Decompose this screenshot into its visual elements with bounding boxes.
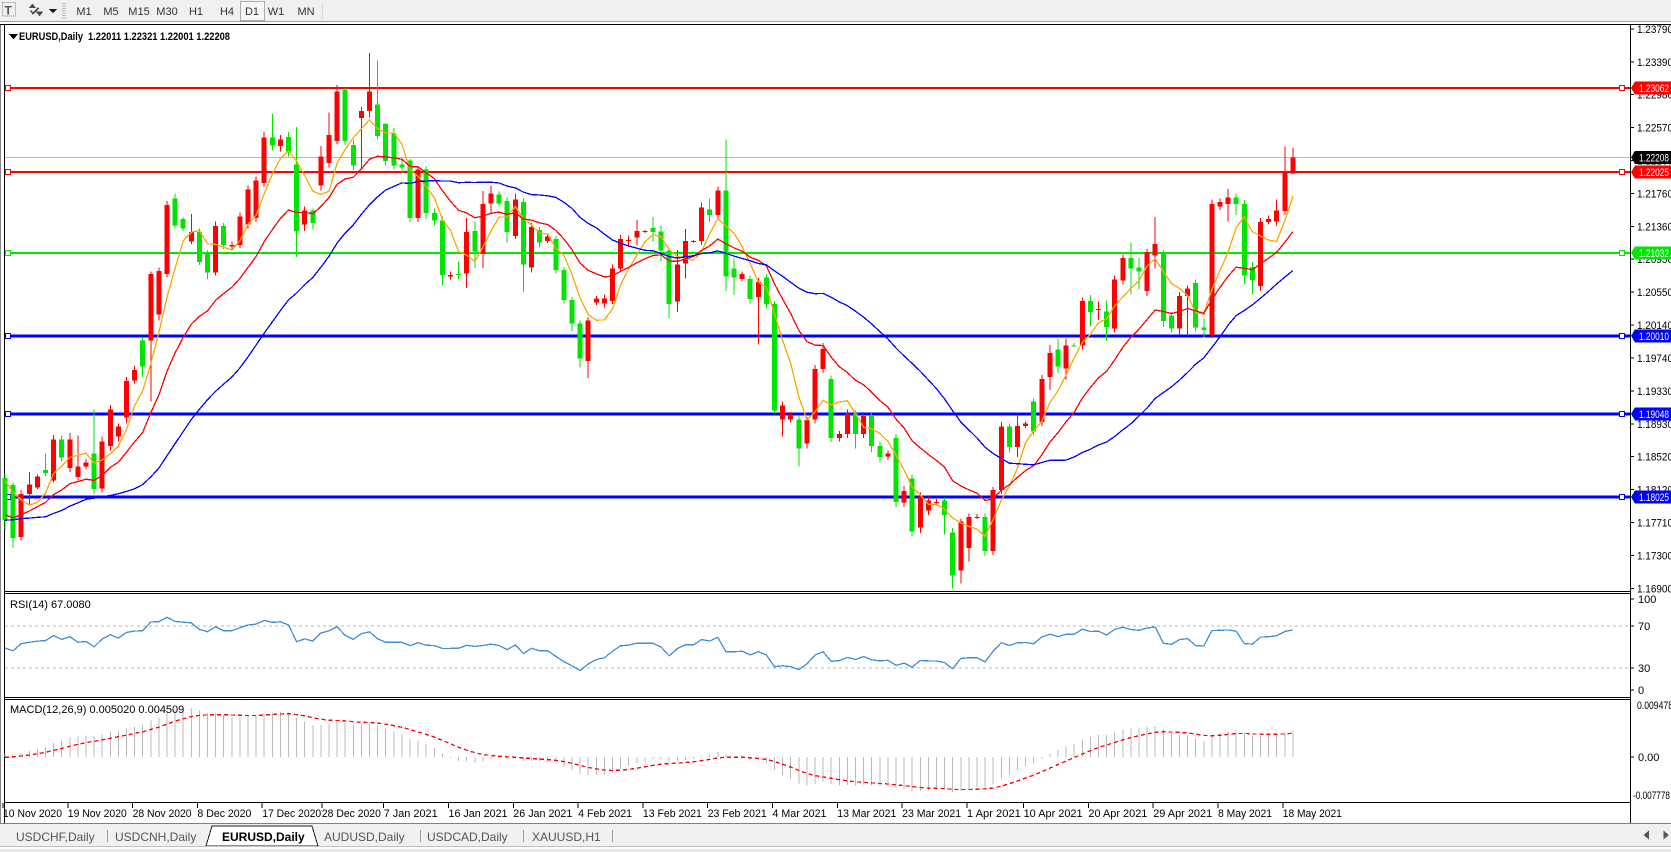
svg-text:-0.007778: -0.007778 xyxy=(1633,790,1670,802)
svg-text:4 Mar 2021: 4 Mar 2021 xyxy=(773,808,827,820)
svg-text:1.18520: 1.18520 xyxy=(1637,452,1671,464)
svg-text:100: 100 xyxy=(1638,594,1656,606)
svg-text:0.009478: 0.009478 xyxy=(1637,700,1671,712)
svg-text:1.20010: 1.20010 xyxy=(1639,331,1669,343)
svg-text:EURUSD,Daily: EURUSD,Daily xyxy=(222,830,305,844)
svg-text:1.17300: 1.17300 xyxy=(1637,550,1671,562)
svg-text:1.16900: 1.16900 xyxy=(1637,583,1671,595)
svg-text:7 Jan 2021: 7 Jan 2021 xyxy=(384,808,438,820)
svg-text:1.20140: 1.20140 xyxy=(1637,320,1671,332)
svg-text:8 Dec 2020: 8 Dec 2020 xyxy=(197,808,251,820)
svg-text:MACD(12,26,9) 0.005020 0.00450: MACD(12,26,9) 0.005020 0.004509 xyxy=(10,704,184,716)
svg-text:29 Apr 2021: 29 Apr 2021 xyxy=(1153,808,1212,820)
svg-text:D1: D1 xyxy=(245,6,259,18)
svg-text:USDCHF,Daily: USDCHF,Daily xyxy=(16,830,95,844)
svg-text:17 Dec 2020: 17 Dec 2020 xyxy=(262,808,321,820)
svg-text:1 Apr 2021: 1 Apr 2021 xyxy=(967,808,1021,820)
svg-text:AUDUSD,Daily: AUDUSD,Daily xyxy=(324,830,405,844)
svg-text:20 Apr 2021: 20 Apr 2021 xyxy=(1088,808,1147,820)
svg-text:1.23062: 1.23062 xyxy=(1639,83,1669,95)
svg-text:1.20550: 1.20550 xyxy=(1637,287,1671,299)
svg-text:1.23790: 1.23790 xyxy=(1637,24,1671,36)
svg-text:1.21760: 1.21760 xyxy=(1637,188,1671,200)
svg-text:13 Mar 2021: 13 Mar 2021 xyxy=(837,808,896,820)
svg-text:M5: M5 xyxy=(103,6,118,18)
svg-text:1.21360: 1.21360 xyxy=(1637,221,1671,233)
svg-text:USDCNH,Daily: USDCNH,Daily xyxy=(115,830,196,844)
svg-text:1.22208: 1.22208 xyxy=(1639,152,1669,164)
svg-text:1.23390: 1.23390 xyxy=(1637,57,1671,69)
svg-text:USDCAD,Daily: USDCAD,Daily xyxy=(427,830,508,844)
svg-text:1.22025: 1.22025 xyxy=(1639,167,1669,179)
svg-text:1.18930: 1.18930 xyxy=(1637,419,1671,431)
svg-text:1.19740: 1.19740 xyxy=(1637,353,1671,365)
svg-text:1.21032: 1.21032 xyxy=(1639,248,1669,260)
svg-text:4 Feb 2021: 4 Feb 2021 xyxy=(578,808,632,820)
svg-text:8 May 2021: 8 May 2021 xyxy=(1218,808,1272,820)
svg-text:23 Feb 2021: 23 Feb 2021 xyxy=(708,808,767,820)
svg-text:28 Dec 2020: 28 Dec 2020 xyxy=(322,808,381,820)
svg-text:1.22570: 1.22570 xyxy=(1637,123,1671,135)
svg-text:RSI(14) 67.0080: RSI(14) 67.0080 xyxy=(10,599,91,611)
svg-text:19 Nov 2020: 19 Nov 2020 xyxy=(68,808,127,820)
svg-text:1.19048: 1.19048 xyxy=(1639,409,1669,421)
svg-text:13 Feb 2021: 13 Feb 2021 xyxy=(643,808,702,820)
svg-text:0: 0 xyxy=(1638,685,1644,697)
svg-text:0.00: 0.00 xyxy=(1638,752,1659,764)
svg-text:1.17710: 1.17710 xyxy=(1637,518,1671,530)
svg-text:10 Nov 2020: 10 Nov 2020 xyxy=(3,808,62,820)
svg-text:XAUUSD,H1: XAUUSD,H1 xyxy=(532,830,601,844)
svg-text:T: T xyxy=(5,4,13,18)
svg-text:16 Jan 2021: 16 Jan 2021 xyxy=(449,808,508,820)
svg-text:M15: M15 xyxy=(128,6,149,18)
svg-text:1.18025: 1.18025 xyxy=(1639,492,1669,504)
svg-text:1.22011 1.22321 1.22001 1.2220: 1.22011 1.22321 1.22001 1.22208 xyxy=(88,31,230,43)
svg-text:10 Apr 2021: 10 Apr 2021 xyxy=(1024,808,1083,820)
svg-text:M30: M30 xyxy=(156,6,177,18)
svg-text:EURUSD,Daily: EURUSD,Daily xyxy=(19,31,84,43)
svg-text:H4: H4 xyxy=(220,6,234,18)
svg-text:70: 70 xyxy=(1638,621,1650,633)
svg-text:W1: W1 xyxy=(268,6,285,18)
svg-text:H1: H1 xyxy=(189,6,203,18)
svg-text:MN: MN xyxy=(297,6,314,18)
svg-text:23 Mar 2021: 23 Mar 2021 xyxy=(902,808,961,820)
svg-text:1.19330: 1.19330 xyxy=(1637,386,1671,398)
svg-text:28 Nov 2020: 28 Nov 2020 xyxy=(133,808,192,820)
svg-text:26 Jan 2021: 26 Jan 2021 xyxy=(513,808,572,820)
svg-text:18 May 2021: 18 May 2021 xyxy=(1283,808,1342,820)
svg-text:30: 30 xyxy=(1638,663,1650,675)
svg-text:M1: M1 xyxy=(76,6,91,18)
